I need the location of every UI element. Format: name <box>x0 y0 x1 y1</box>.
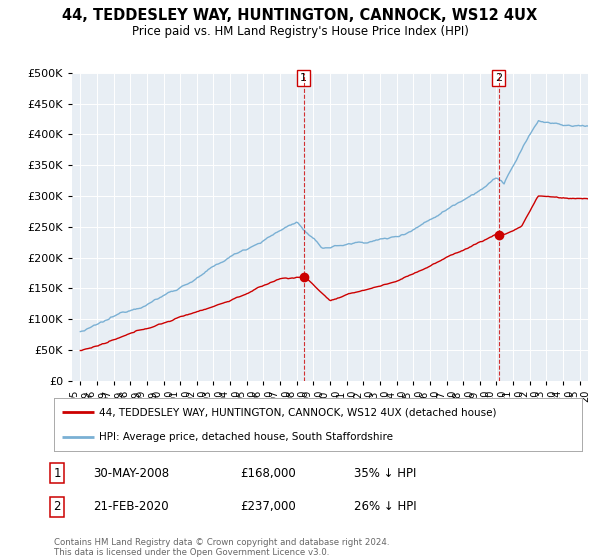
Text: 21-FEB-2020: 21-FEB-2020 <box>93 500 169 514</box>
Text: HPI: Average price, detached house, South Staffordshire: HPI: Average price, detached house, Sout… <box>99 432 393 442</box>
Text: 1: 1 <box>300 73 307 83</box>
Text: 35% ↓ HPI: 35% ↓ HPI <box>354 466 416 480</box>
Text: 2: 2 <box>495 73 502 83</box>
Text: Price paid vs. HM Land Registry's House Price Index (HPI): Price paid vs. HM Land Registry's House … <box>131 25 469 38</box>
Text: 44, TEDDESLEY WAY, HUNTINGTON, CANNOCK, WS12 4UX: 44, TEDDESLEY WAY, HUNTINGTON, CANNOCK, … <box>62 8 538 24</box>
Text: 26% ↓ HPI: 26% ↓ HPI <box>354 500 416 514</box>
Text: 2: 2 <box>53 500 61 514</box>
Text: 1: 1 <box>53 466 61 480</box>
Text: 30-MAY-2008: 30-MAY-2008 <box>93 466 169 480</box>
Text: £168,000: £168,000 <box>240 466 296 480</box>
Text: 44, TEDDESLEY WAY, HUNTINGTON, CANNOCK, WS12 4UX (detached house): 44, TEDDESLEY WAY, HUNTINGTON, CANNOCK, … <box>99 408 496 418</box>
Text: £237,000: £237,000 <box>240 500 296 514</box>
Text: Contains HM Land Registry data © Crown copyright and database right 2024.
This d: Contains HM Land Registry data © Crown c… <box>54 538 389 557</box>
